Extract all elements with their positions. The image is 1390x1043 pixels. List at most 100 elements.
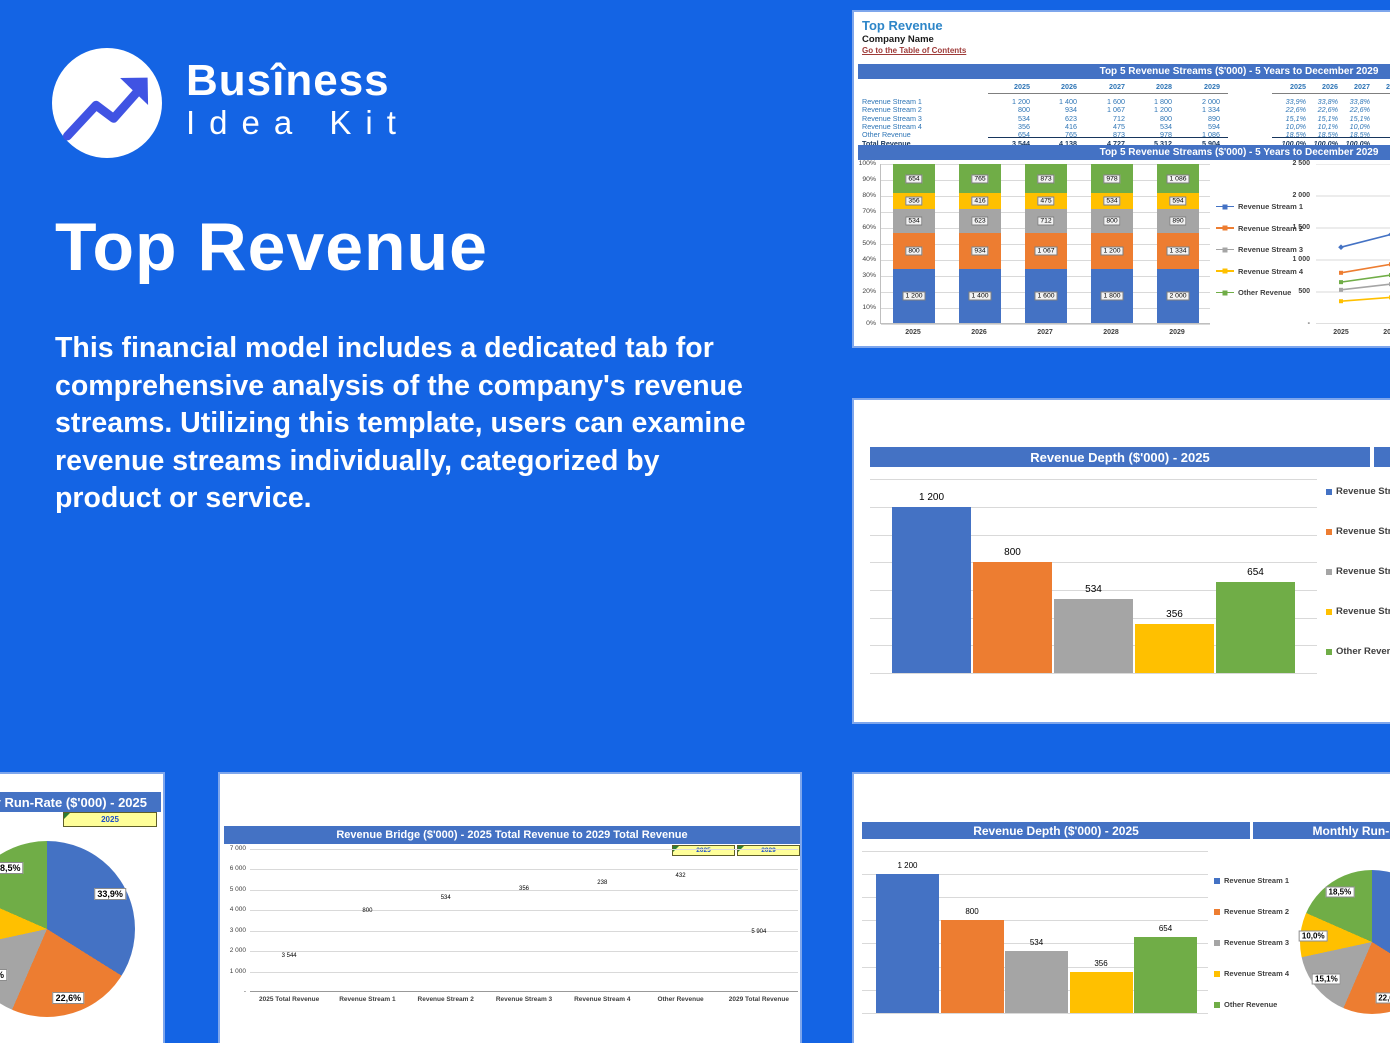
segment-value-label: 890 (1169, 216, 1187, 226)
segment-value-label: 934 (971, 246, 989, 256)
table-row-label: Revenue Stream 2 (862, 105, 922, 115)
chart-banner-label: Top 5 Revenue Streams ($'000) - 5 Years … (1099, 147, 1379, 158)
legend-marker (1214, 939, 1220, 946)
y-tick: 1 000 (229, 967, 246, 975)
segment-value-label: 623 (971, 216, 989, 226)
table-pct-value: 22,6% (1317, 105, 1338, 115)
y-tick: 60% (862, 224, 876, 231)
stacked-segment: 594 (1157, 193, 1199, 210)
y-tick: 2 000 (1292, 192, 1310, 199)
table-pct-value: 100,0% (1281, 139, 1306, 148)
bar-value-label: 534 (1085, 584, 1102, 596)
sheet-company-name: Company Name (862, 34, 934, 45)
table-value: 654 (1018, 130, 1030, 140)
panel-revenue-depth-large: Revenue Depth ($'000) - 2025 Monthly Run… (852, 398, 1390, 724)
table-pct-value: 100,0% (1313, 139, 1338, 148)
waterfall-value-label: 3 544 (281, 952, 297, 959)
chart-banner: Top 5 Revenue Streams ($'000) - 5 Years … (858, 145, 1390, 160)
stacked-segment: 978 (1091, 164, 1133, 194)
segment-value-label: 1 067 (1034, 246, 1058, 256)
y-tick: 2 500 (1292, 160, 1310, 167)
table-value: 2 000 (1202, 97, 1220, 106)
gridline (250, 930, 798, 932)
depth-bar (940, 920, 1004, 1013)
waterfall-value-label: 356 (518, 885, 530, 892)
waterfall-value-label: 800 (362, 908, 373, 915)
stacked-segment: 873 (1025, 164, 1067, 194)
panel-top-revenue-sheet: Top Revenue Company Name Go to the Table… (852, 10, 1390, 348)
gridline (862, 897, 1208, 898)
legend-label: Revenue Stream 3 (1224, 938, 1290, 947)
legend-marker (1326, 528, 1332, 535)
legend-marker-dot (1222, 225, 1228, 231)
table-value: 594 (1208, 121, 1220, 131)
stacked-segment: 934 (959, 233, 1001, 270)
table-pct-value: 10,0% (1285, 121, 1306, 131)
table-year-header: 2029 (1204, 82, 1220, 91)
x-tick: Revenue Stream 2 (417, 996, 474, 1003)
gridline (250, 889, 798, 891)
table-pct-value: 10,0% (1349, 121, 1370, 131)
table-value: 356 (1018, 121, 1030, 131)
gridline (870, 589, 1317, 591)
table-pct-value: 33,8% (1317, 97, 1338, 106)
legend-marker-dot (1222, 290, 1228, 295)
depth-banner: Revenue Depth ($'000) - 2025 (862, 822, 1250, 839)
y-tick: 100% (858, 160, 876, 167)
table-pct-value: 33,8% (1349, 97, 1370, 106)
table-value: 416 (1065, 121, 1077, 131)
table-row-label: Revenue Stream 1 (862, 97, 922, 106)
table-of-contents-link[interactable]: Go to the Table of Contents (862, 46, 967, 55)
x-tick: 2029 (1169, 329, 1185, 336)
table-banner-label: Top 5 Revenue Streams ($'000) - 5 Years … (1099, 66, 1379, 77)
gridline (881, 324, 1210, 325)
table-value: 934 (1065, 105, 1077, 115)
y-tick: 500 (1298, 288, 1310, 295)
y-tick: 3 000 (229, 926, 246, 934)
y-tick: 7 000 (229, 845, 246, 852)
total-top-rule (988, 137, 1228, 138)
legend-marker (1214, 1001, 1220, 1008)
table-year-header: 2028 (1386, 82, 1390, 91)
table-row-label: Revenue Stream 4 (862, 121, 922, 131)
depth-bar-chart: 1 200 800 534 356 654 (870, 470, 1317, 674)
bar-value-label: 654 (1247, 567, 1264, 579)
table-value: 534 (1160, 121, 1172, 131)
table-pct-value: 33,9% (1285, 97, 1306, 106)
y-tick: 4 000 (229, 906, 246, 914)
dropdown-corner-mark (64, 813, 70, 819)
bridge-banner-label: Revenue Bridge ($'000) - 2025 Total Reve… (336, 829, 688, 841)
year-dropdown[interactable]: 2025 (63, 812, 157, 827)
gridline (862, 850, 1208, 852)
table-year-header: 2025 (1290, 82, 1306, 91)
gridline (250, 910, 798, 912)
waterfall-value-label: 432 (675, 872, 686, 879)
segment-value-label: 978 (1103, 174, 1121, 184)
waterfall-value-label: 5 904 (751, 928, 767, 935)
legend-marker-dot (1222, 204, 1228, 209)
y-tick: 1 500 (1292, 224, 1310, 231)
table-value: 978 (1160, 130, 1172, 140)
legend-marker (1214, 877, 1220, 884)
y-tick: 90% (862, 176, 876, 183)
table-value: 1 200 (1012, 97, 1030, 106)
table-year-header: 2028 (1156, 82, 1172, 91)
stacked-segment: 1 800 (1091, 269, 1133, 323)
segment-value-label: 416 (971, 196, 989, 206)
segment-value-label: 534 (1103, 196, 1121, 206)
gridline (870, 479, 1317, 481)
legend-item: Revenue Stream 3 (1326, 566, 1390, 577)
y-tick: 20% (862, 288, 876, 295)
segment-value-label: 1 400 (968, 291, 992, 301)
year-to-value: 2029 (761, 847, 776, 854)
segment-value-label: 712 (1037, 216, 1055, 226)
table-value: 800 (1018, 105, 1030, 115)
stacked-segment: 356 (893, 193, 935, 210)
stacked-bar-chart: 1 200 800 534 356 654 1 400 934 623 416 765 1 600 1… (880, 164, 1210, 325)
x-tick: Other Revenue (657, 996, 704, 1003)
legend-item: Revenue Stream 1 (1326, 486, 1390, 497)
stacked-segment: 654 (893, 164, 935, 194)
line-chart-svg (1316, 163, 1390, 325)
runrate-banner: Monthly Run-Rate ($'000) - 2025 (1374, 447, 1390, 467)
